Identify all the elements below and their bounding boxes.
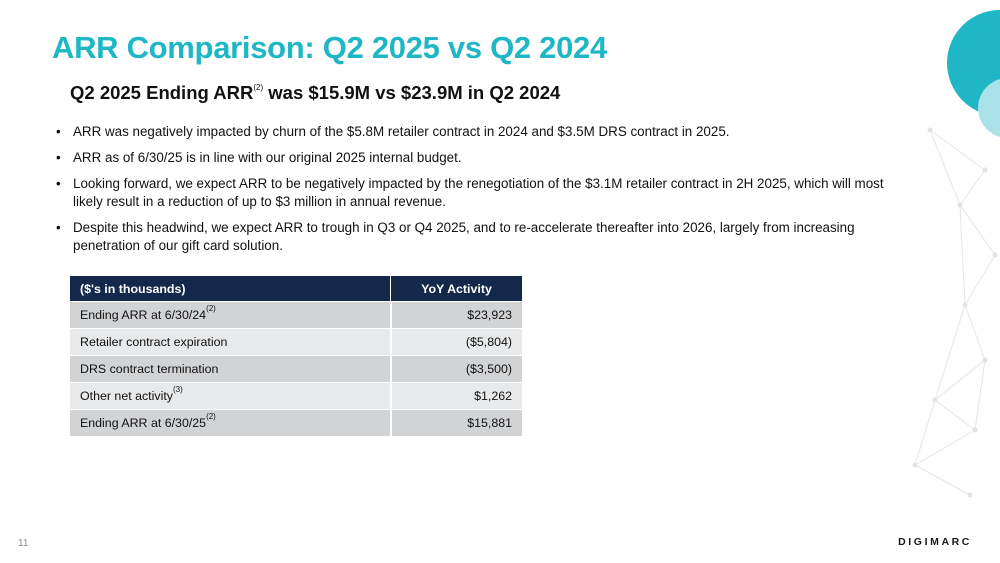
- row-value: ($5,804): [390, 328, 522, 356]
- table-row: DRS contract termination ($3,500): [70, 355, 522, 383]
- row-value: ($3,500): [390, 355, 522, 383]
- row-label: DRS contract termination: [80, 362, 219, 377]
- row-label: Retailer contract expiration: [80, 335, 228, 350]
- arr-table: ($'s in thousands) YoY Activity Ending A…: [70, 276, 522, 436]
- table-row: Other net activity(3) $1,262: [70, 382, 522, 410]
- subtitle-footnote: (2): [253, 82, 264, 92]
- subtitle-suffix: was $15.9M vs $23.9M in Q2 2024: [263, 82, 561, 103]
- table-row: Retailer contract expiration ($5,804): [70, 328, 522, 356]
- bullet-item: • Despite this headwind, we expect ARR to…: [56, 219, 896, 255]
- row-label-cell: Other net activity(3): [70, 382, 392, 410]
- table-header-row: ($'s in thousands) YoY Activity: [70, 276, 522, 302]
- bullet-list: • ARR was negatively impacted by churn of…: [56, 123, 896, 263]
- bullet-dot: •: [56, 176, 61, 191]
- row-label-cell: Ending ARR at 6/30/25(2): [70, 409, 392, 436]
- bullet-text: Despite this headwind, we expect ARR to …: [73, 220, 855, 253]
- row-footnote: (2): [206, 304, 216, 314]
- row-value: $1,262: [390, 382, 522, 410]
- row-label-cell: Retailer contract expiration: [70, 328, 392, 356]
- row-footnote: (2): [206, 412, 216, 422]
- subtitle-prefix: Q2 2025 Ending ARR: [70, 82, 254, 103]
- row-label-cell: Ending ARR at 6/30/24(2): [70, 301, 392, 329]
- bullet-dot: •: [56, 150, 61, 165]
- row-footnote: (3): [172, 385, 183, 395]
- light-teal-circle-decoration: [978, 79, 1000, 137]
- column-header-yoy-activity: YoY Activity: [390, 276, 522, 302]
- teal-circle-decoration: [947, 10, 1000, 116]
- digimarc-logo: DIGIMARC: [898, 536, 972, 548]
- bullet-dot: •: [56, 124, 61, 139]
- row-label: Other net activity: [80, 389, 173, 404]
- bullet-item: • ARR was negatively impacted by churn of…: [56, 123, 896, 141]
- bullet-text: ARR was negatively impacted by churn of …: [73, 124, 730, 139]
- table-row: Ending ARR at 6/30/24(2) $23,923: [70, 301, 522, 329]
- column-header-label: ($'s in thousands): [70, 276, 391, 302]
- bullet-item: • Looking forward, we expect ARR to be ne…: [56, 175, 896, 211]
- page-number: 11: [18, 538, 29, 549]
- bullet-text: ARR as of 6/30/25 is in line with our or…: [73, 150, 462, 165]
- row-label-cell: DRS contract termination: [70, 355, 392, 383]
- bullet-text: Looking forward, we expect ARR to be neg…: [73, 176, 884, 209]
- row-label: Ending ARR at 6/30/24: [80, 308, 207, 323]
- row-value: $15,881: [390, 409, 522, 436]
- bullet-item: • ARR as of 6/30/25 is in line with our o…: [56, 149, 896, 167]
- table-row: Ending ARR at 6/30/25(2) $15,881: [70, 409, 522, 436]
- bullet-dot: •: [56, 220, 61, 235]
- slide-subtitle: Q2 2025 Ending ARR(2) was $15.9M vs $23.…: [70, 82, 560, 104]
- row-label: Ending ARR at 6/30/25: [80, 416, 207, 431]
- slide-title: ARR Comparison: Q2 2025 vs Q2 2024: [52, 30, 607, 65]
- row-value: $23,923: [390, 301, 522, 329]
